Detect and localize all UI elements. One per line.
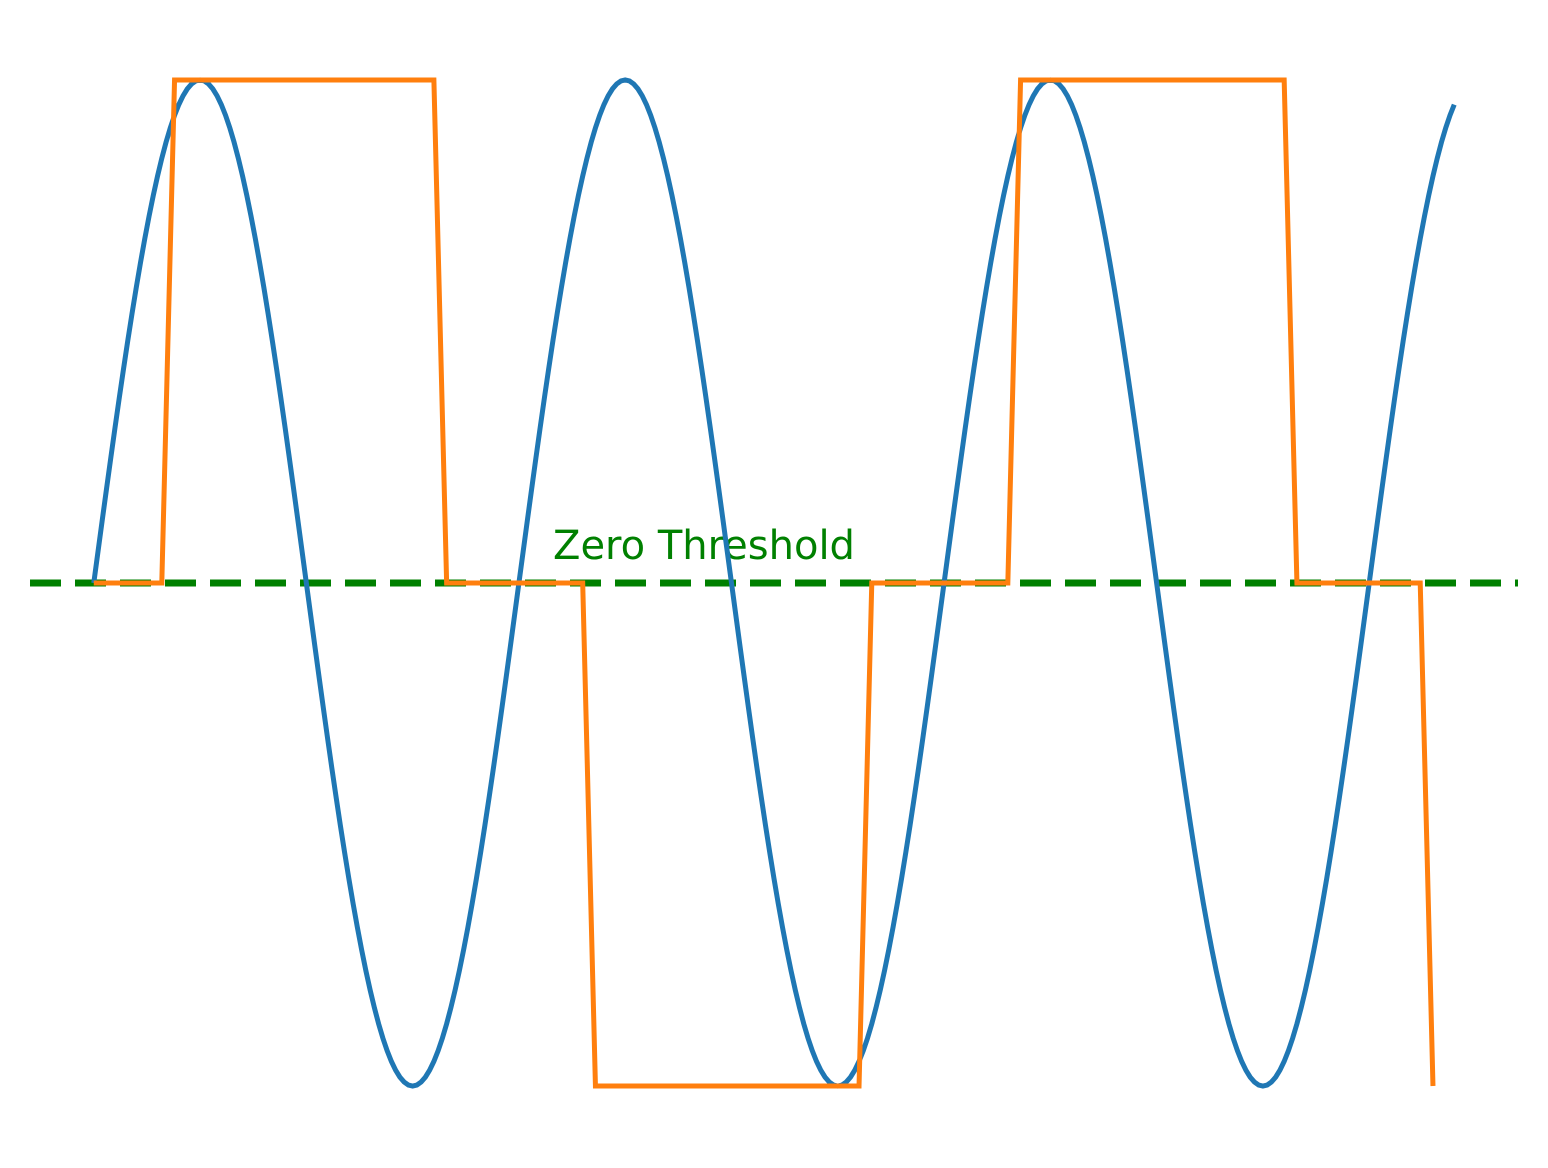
series-sine-line (91, 77, 1457, 1089)
plot-area: Zero Threshold (30, 77, 1518, 1089)
series-quantized-line (93, 77, 1436, 1089)
zero-threshold-label: Zero Threshold (553, 523, 855, 569)
